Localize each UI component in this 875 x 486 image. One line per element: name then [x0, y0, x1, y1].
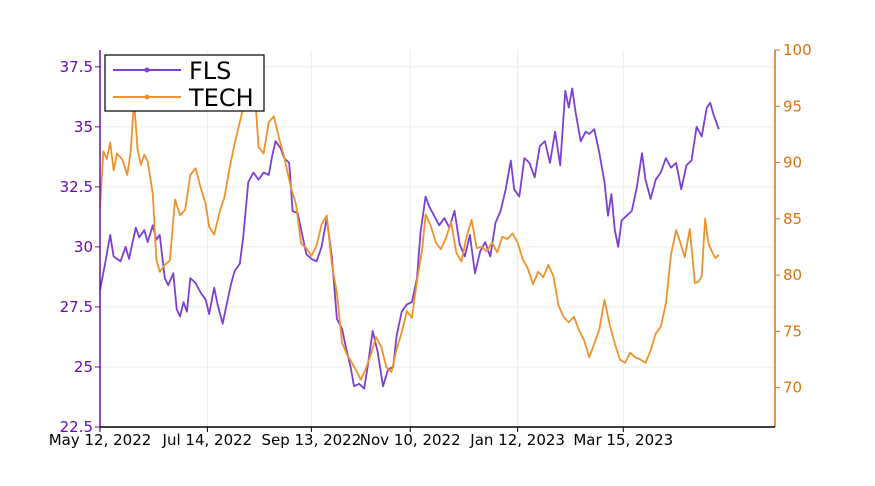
- y-left-tick-label: 37.5: [60, 58, 93, 76]
- y-right-tick-label: 80: [783, 266, 802, 284]
- axes: 22.5 25 27.5 30 32.5 35 37.5 70 75 80 85 90 95 100 May…: [49, 41, 812, 449]
- x-tick-label: Mar 15, 2023: [573, 431, 673, 449]
- legend-label-fls: FLS: [189, 57, 231, 85]
- y-right-tick-label: 70: [783, 379, 802, 397]
- x-tick-label: Nov 10, 2022: [360, 431, 461, 449]
- y-left-tick-label: 27.5: [60, 298, 93, 316]
- legend-marker-tech: [144, 94, 150, 100]
- y-right-tick-label: 90: [783, 154, 802, 172]
- legend-label-tech: TECH: [188, 84, 254, 112]
- x-tick-label: May 12, 2022: [49, 431, 152, 449]
- y-right-tick-label: 85: [783, 210, 802, 228]
- y-left-tick-label: 32.5: [60, 178, 93, 196]
- y-right-tick-label: 95: [783, 97, 802, 115]
- y-right-tick-label: 100: [783, 41, 812, 59]
- y-left-tick-label: 22.5: [60, 418, 93, 436]
- x-tick-label: Jan 12, 2023: [469, 431, 565, 449]
- legend-box: [104, 54, 265, 112]
- y-left-tick-label: 30: [74, 238, 93, 256]
- legend-marker-fls: [144, 67, 150, 73]
- series-line-fls: [99, 87, 720, 390]
- series-line-tech: [99, 84, 720, 381]
- y-left-tick-label: 35: [74, 118, 93, 136]
- y-right-tick-label: 75: [783, 322, 802, 340]
- x-tick-label: Jul 14, 2022: [162, 431, 253, 449]
- grid: [99, 50, 775, 428]
- series-lines: [99, 84, 720, 390]
- x-tick-label: Sep 13, 2022: [261, 431, 361, 449]
- y-left-tick-label: 25: [74, 358, 93, 376]
